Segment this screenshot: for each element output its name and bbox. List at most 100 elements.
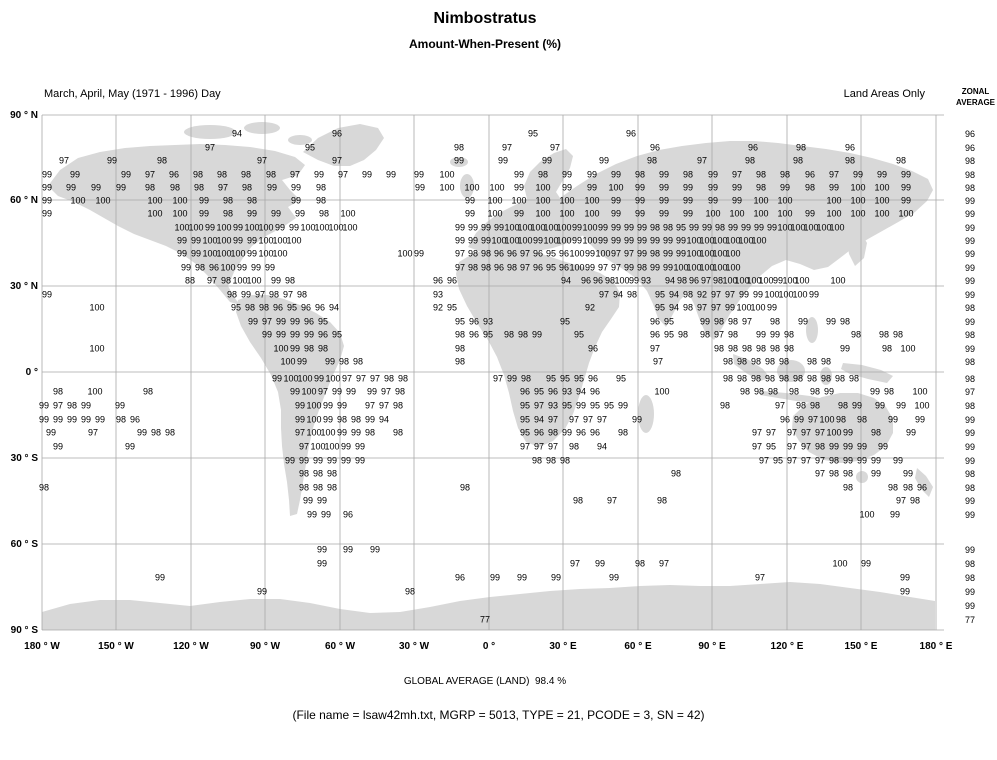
grid-value: 98 bbox=[169, 182, 181, 193]
grid-value: 99 bbox=[869, 386, 881, 397]
grid-value: 98 bbox=[834, 373, 846, 384]
grid-value: 95 bbox=[561, 400, 573, 411]
grid-value: 100 bbox=[517, 222, 533, 233]
grid-value: 99 bbox=[889, 509, 901, 520]
grid-value: 98 bbox=[722, 356, 734, 367]
grid-value: 100 bbox=[722, 275, 738, 286]
grid-value: 98 bbox=[258, 302, 270, 313]
grid-value: 99 bbox=[688, 222, 700, 233]
zonal-average-value: 98 bbox=[964, 483, 976, 493]
grid-value: 99 bbox=[532, 235, 544, 246]
africa bbox=[456, 247, 620, 447]
grid-value: 98 bbox=[783, 343, 795, 354]
grid-value: 99 bbox=[513, 169, 525, 180]
grid-value: 98 bbox=[649, 248, 661, 259]
grid-value: 100 bbox=[556, 222, 572, 233]
grid-value: 98 bbox=[844, 155, 856, 166]
grid-value: 100 bbox=[301, 386, 317, 397]
grid-value: 100 bbox=[511, 195, 527, 206]
grid-value: 98 bbox=[788, 386, 800, 397]
grid-value: 100 bbox=[792, 289, 808, 300]
grid-value: 98 bbox=[682, 302, 694, 313]
grid-value: 96 bbox=[533, 427, 545, 438]
philippines bbox=[806, 317, 818, 343]
grid-lines bbox=[41, 114, 944, 631]
arctic-islands bbox=[184, 125, 236, 139]
grid-value: 99 bbox=[45, 427, 57, 438]
grid-value: 98 bbox=[839, 316, 851, 327]
grid-value: 97 bbox=[549, 142, 561, 153]
arctic-islands bbox=[244, 122, 280, 134]
grid-value: 99 bbox=[597, 235, 609, 246]
grid-value: 97 bbox=[731, 169, 743, 180]
grid-value: 98 bbox=[350, 414, 362, 425]
grid-value: 100 bbox=[216, 235, 232, 246]
grid-value: 100 bbox=[850, 182, 866, 193]
grid-value: 98 bbox=[244, 302, 256, 313]
iceland bbox=[450, 157, 468, 167]
grid-value: 100 bbox=[464, 182, 480, 193]
grid-value: 99 bbox=[288, 222, 300, 233]
lat-axis-label: 90 ° N bbox=[10, 110, 38, 121]
grid-value: 99 bbox=[899, 586, 911, 597]
grid-value: 99 bbox=[541, 155, 553, 166]
grid-value: 98 bbox=[459, 482, 471, 493]
grid-value: 98 bbox=[809, 386, 821, 397]
grid-value: 100 bbox=[705, 208, 721, 219]
grid-value: 99 bbox=[120, 169, 132, 180]
grid-value: 94 bbox=[533, 414, 545, 425]
grid-value: 100 bbox=[306, 400, 322, 411]
grid-value: 96 bbox=[129, 414, 141, 425]
grid-value: 92 bbox=[696, 289, 708, 300]
grid-value: 99 bbox=[354, 441, 366, 452]
grid-value: 98 bbox=[806, 373, 818, 384]
grid-value: 97 bbox=[206, 275, 218, 286]
grid-value: 99 bbox=[895, 400, 907, 411]
grid-value: 98 bbox=[216, 169, 228, 180]
zonal-average-header: ZONAL AVERAGE bbox=[956, 86, 995, 108]
grid-value: 100 bbox=[340, 208, 356, 219]
global-average-label: GLOBAL AVERAGE (LAND) 98.4 % bbox=[403, 676, 567, 687]
grid-value: 97 bbox=[700, 275, 712, 286]
grid-value: 100 bbox=[699, 235, 715, 246]
grid-value: 99 bbox=[561, 169, 573, 180]
grid-value: 100 bbox=[172, 208, 188, 219]
grid-value: 100 bbox=[174, 222, 190, 233]
zonal-average-value: 99 bbox=[964, 236, 976, 246]
zonal-average-value: 98 bbox=[964, 156, 976, 166]
grid-value: 99 bbox=[270, 275, 282, 286]
grid-value: 95 bbox=[533, 386, 545, 397]
grid-value: 99 bbox=[658, 195, 670, 206]
grid-value: 97 bbox=[800, 455, 812, 466]
grid-value: 88 bbox=[184, 275, 196, 286]
zonal-average-value: 98 bbox=[964, 374, 976, 384]
grid-value: 98 bbox=[881, 343, 893, 354]
grid-value: 95 bbox=[545, 248, 557, 259]
grid-value: 97 bbox=[378, 400, 390, 411]
grid-value: 93 bbox=[432, 289, 444, 300]
grid-value: 98 bbox=[303, 343, 315, 354]
grid-value: 97 bbox=[765, 427, 777, 438]
grid-value: 100 bbox=[328, 222, 344, 233]
grid-value: 100 bbox=[803, 222, 819, 233]
grid-value: 96 bbox=[446, 275, 458, 286]
grid-value: 100 bbox=[794, 275, 810, 286]
grid-value: 98 bbox=[755, 182, 767, 193]
new-zealand bbox=[915, 468, 933, 497]
grid-value: 100 bbox=[686, 262, 702, 273]
grid-value: 99 bbox=[586, 169, 598, 180]
sumatra bbox=[733, 354, 770, 381]
grid-value: 98 bbox=[636, 262, 648, 273]
grid-value: 99 bbox=[385, 169, 397, 180]
grid-value: 98 bbox=[352, 356, 364, 367]
grid-value: 100 bbox=[232, 275, 248, 286]
grid-value: 100 bbox=[725, 262, 741, 273]
grid-value: 100 bbox=[608, 182, 624, 193]
grid-value: 99 bbox=[336, 427, 348, 438]
grid-value: 96 bbox=[300, 302, 312, 313]
grid-value: 99 bbox=[874, 400, 886, 411]
grid-value: 99 bbox=[41, 182, 53, 193]
grid-value: 100 bbox=[725, 248, 741, 259]
grid-value: 99 bbox=[69, 169, 81, 180]
grid-value: 99 bbox=[707, 195, 719, 206]
